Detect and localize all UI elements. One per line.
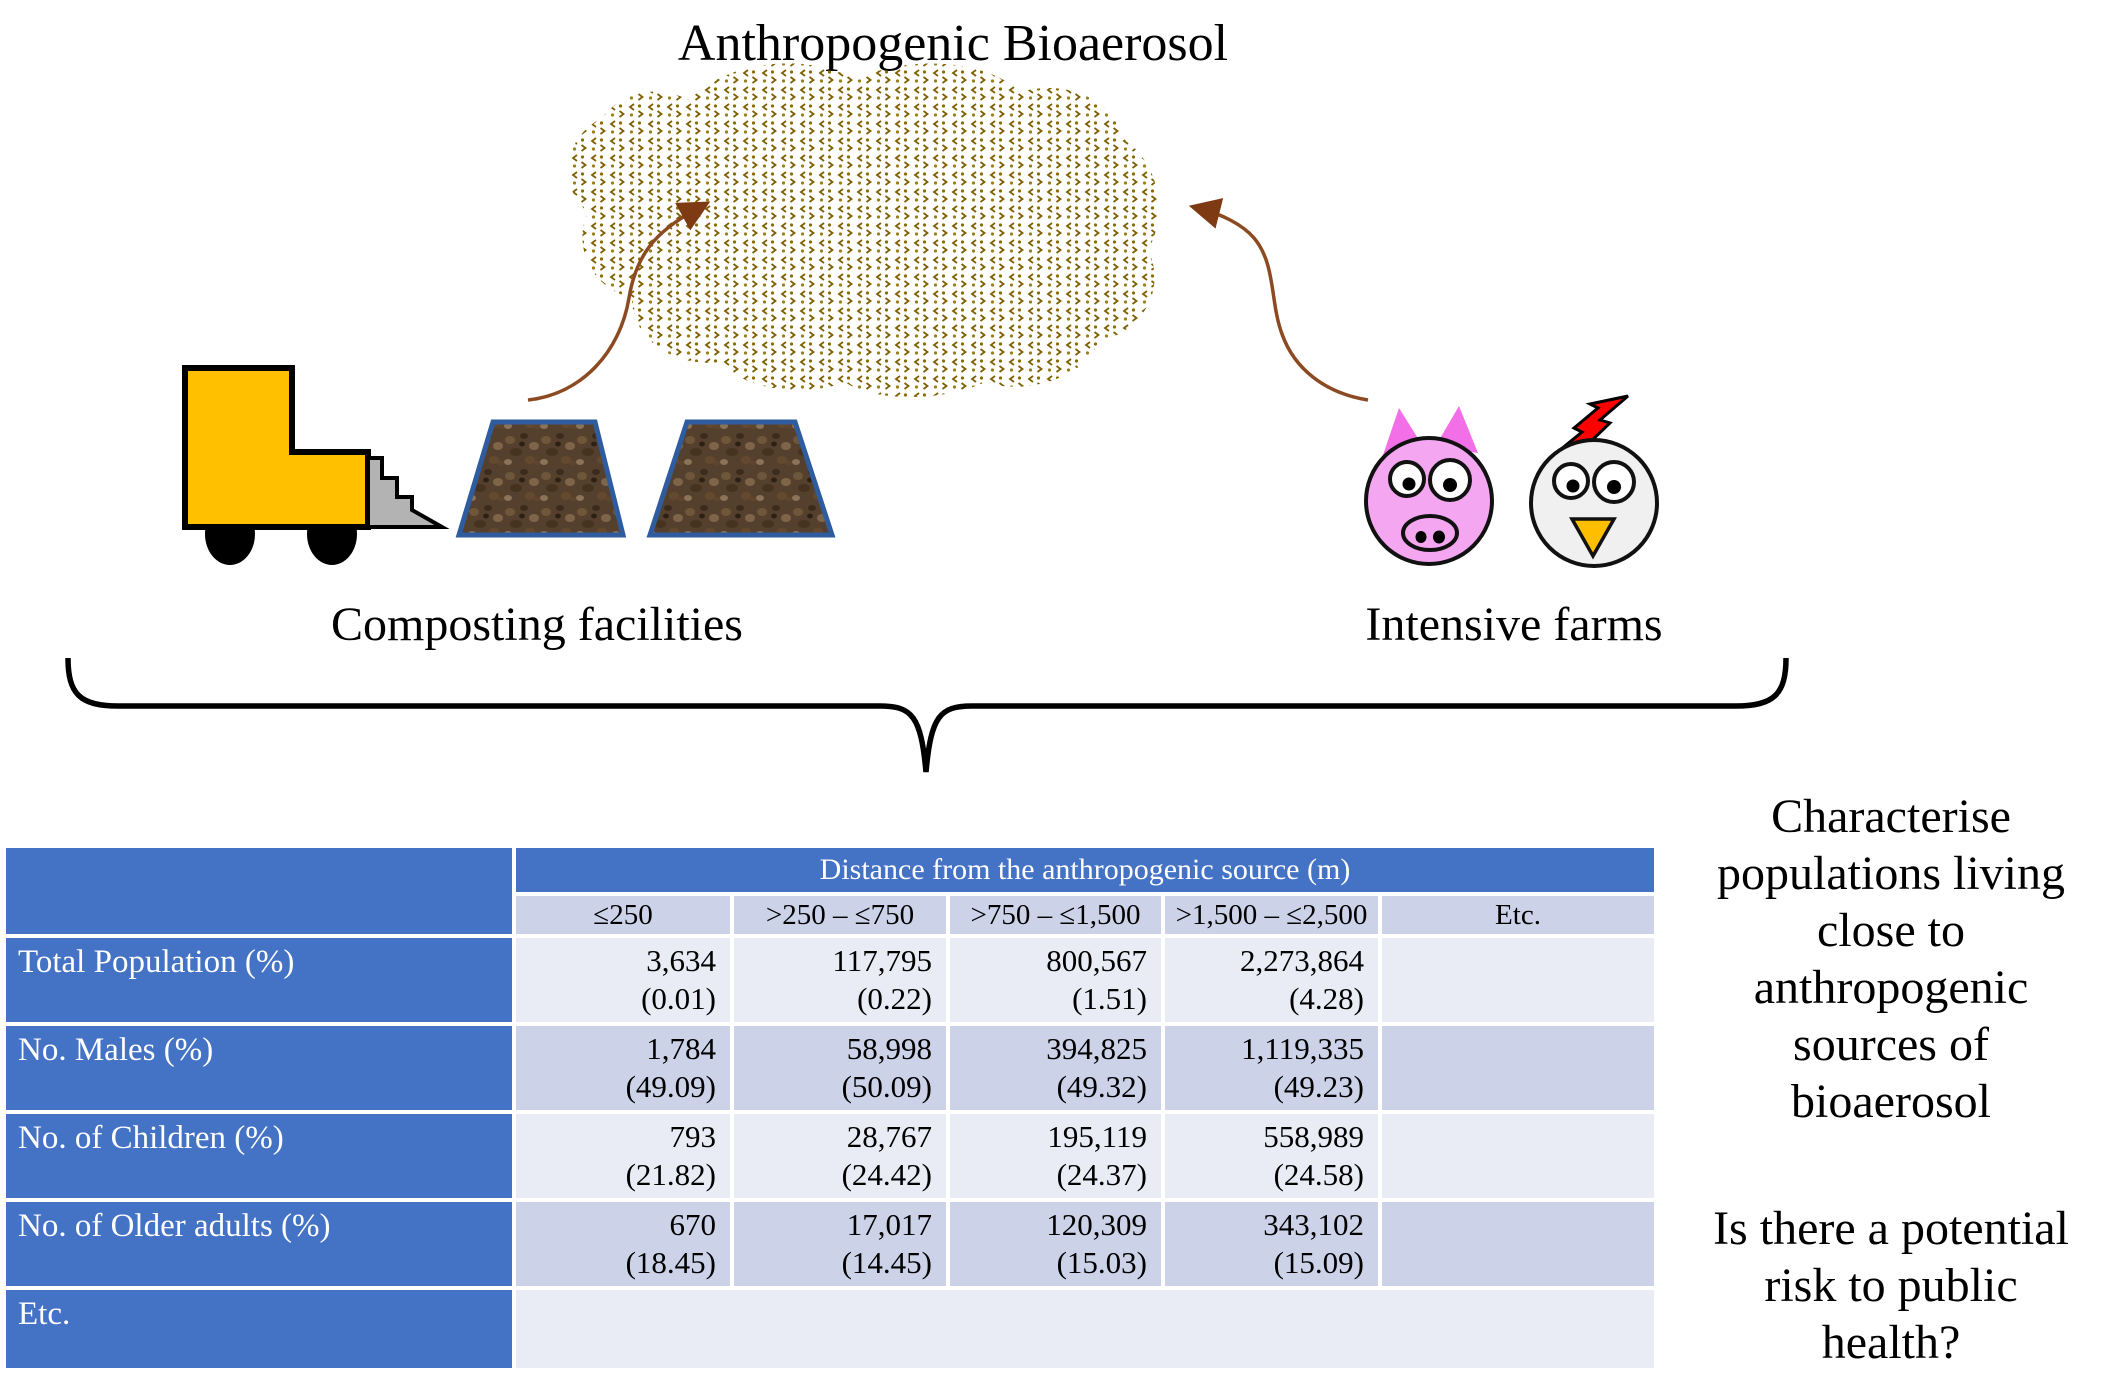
data-cell: 58,998 (50.09) <box>734 1026 946 1110</box>
annotation-line: close to <box>1817 904 1965 957</box>
col-header-etc: Etc. <box>1382 896 1654 934</box>
row-label: No. of Children (%) <box>6 1114 512 1198</box>
data-cell: 120,309 (15.03) <box>950 1202 1161 1286</box>
data-cell: 28,767 (24.42) <box>734 1114 946 1198</box>
row-label: No. Males (%) <box>6 1026 512 1110</box>
annotation-line: health? <box>1821 1316 1961 1369</box>
col-header-1500-2500: >1,500 – ≤2,500 <box>1165 896 1378 934</box>
intensive-farms-label: Intensive farms <box>1365 598 1662 651</box>
col-header-250-750: >250 – ≤750 <box>734 896 946 934</box>
data-cell: 17,017 (14.45) <box>734 1202 946 1286</box>
data-cell: 1,119,335 (49.23) <box>1165 1026 1378 1110</box>
corner-cell <box>6 848 512 934</box>
annotation-line: anthropogenic <box>1753 961 2029 1014</box>
chicken-icon <box>1529 394 1659 568</box>
row-label-etc: Etc. <box>6 1290 512 1368</box>
data-cell: 343,102 (15.09) <box>1165 1202 1378 1286</box>
compost-piles-icon <box>455 419 836 538</box>
curly-brace-icon <box>65 657 1789 773</box>
loader-truck-icon <box>182 365 450 565</box>
population-table-wrapper: Distance from the anthropogenic source (… <box>2 844 1658 1372</box>
data-cell-empty <box>1382 938 1654 1022</box>
table-row-etc: Etc. <box>6 1290 1654 1368</box>
annotation-line: Characterise <box>1771 790 2011 843</box>
left-emission-arrow-icon <box>527 201 711 402</box>
annotation-public-health-risk: Is there a potential risk to public heal… <box>1656 1200 2126 1371</box>
row-label: No. of Older adults (%) <box>6 1202 512 1286</box>
table-row-children: No. of Children (%) 793 (21.82) 28,767 (24… <box>6 1114 1654 1198</box>
composting-facilities-label: Composting facilities <box>331 598 743 651</box>
data-cell: 1,784 (49.09) <box>516 1026 730 1110</box>
table-row-total-population: Total Population (%) 3,634 (0.01) 117,795… <box>6 938 1654 1022</box>
annotation-line: risk to public <box>1764 1259 2018 1312</box>
table-row-older-adults: No. of Older adults (%) 670 (18.45) 17,01… <box>6 1202 1654 1286</box>
annotation-line: Is there a potential <box>1713 1202 2069 1255</box>
right-emission-arrow-icon <box>1188 198 1369 402</box>
data-cell-empty <box>1382 1026 1654 1110</box>
data-cell: 394,825 (49.32) <box>950 1026 1161 1110</box>
table-subheader-row: ≤250 >250 – ≤750 >750 – ≤1,500 >1,500 – … <box>6 896 1654 934</box>
diagram-title: Anthropogenic Bioaerosol <box>678 15 1228 72</box>
data-cell: 558,989 (24.58) <box>1165 1114 1378 1198</box>
annotation-line: bioaerosol <box>1791 1075 1991 1128</box>
data-cell: 793 (21.82) <box>516 1114 730 1198</box>
data-cell-empty <box>1382 1202 1654 1286</box>
col-header-750-1500: >750 – ≤1,500 <box>950 896 1161 934</box>
etc-row-empty-cell <box>516 1290 1654 1368</box>
table-row-males: No. Males (%) 1,784 (49.09) 58,998 (50.09)… <box>6 1026 1654 1110</box>
data-cell-empty <box>1382 1114 1654 1198</box>
data-cell: 670 (18.45) <box>516 1202 730 1286</box>
table-header-row: Distance from the anthropogenic source (… <box>6 848 1654 934</box>
pig-icon <box>1364 406 1494 566</box>
data-cell: 3,634 (0.01) <box>516 938 730 1022</box>
annotation-line: populations living <box>1717 847 2065 900</box>
data-cell: 2,273,864 (4.28) <box>1165 938 1378 1022</box>
row-label: Total Population (%) <box>6 938 512 1022</box>
population-table: Distance from the anthropogenic source (… <box>2 844 1658 1372</box>
data-cell: 195,119 (24.37) <box>950 1114 1161 1198</box>
annotation-characterise: Characterise populations living close to… <box>1656 788 2126 1130</box>
data-cell: 800,567 (1.51) <box>950 938 1161 1022</box>
data-cell: 117,795 (0.22) <box>734 938 946 1022</box>
distance-header: Distance from the anthropogenic source (… <box>516 848 1654 892</box>
annotation-line: sources of <box>1793 1018 1989 1071</box>
bioaerosol-diagram: Anthropogenic Bioaerosol <box>65 15 1789 773</box>
col-header-250: ≤250 <box>516 896 730 934</box>
bioaerosol-cloud-icon <box>568 63 1159 398</box>
